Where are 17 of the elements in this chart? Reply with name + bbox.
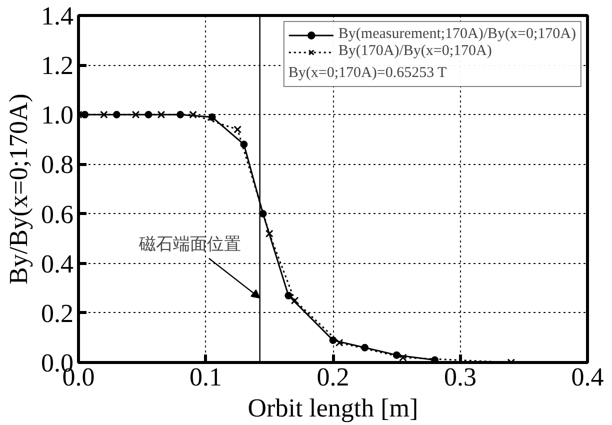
x-axis-title: Orbit length [m] xyxy=(248,394,418,422)
annotation: By(x=0;170A)=0.65253 T xyxy=(288,65,448,82)
legend-label: By(measurement;170A)/By(x=0;170A) xyxy=(338,26,576,43)
y-tick-label: 0.2 xyxy=(41,298,74,328)
y-tick-label: 0.6 xyxy=(41,200,74,229)
y-tick-label: 1.2 xyxy=(41,51,74,80)
y-axis-title: By/By(x=0;170A) xyxy=(4,94,33,284)
x-tick-label: 0.3 xyxy=(444,362,476,392)
x-tick-label: 0.1 xyxy=(190,362,222,392)
legend-label: By(170A)/By(x=0;170A) xyxy=(338,43,492,60)
y-tick-label: 1.0 xyxy=(41,100,74,130)
y-tick-label: 1.4 xyxy=(41,2,74,30)
x-tick-label: 0.2 xyxy=(316,362,350,392)
y-tick-label: 0.4 xyxy=(41,249,74,278)
annotation: 磁石端面位置 xyxy=(138,234,241,254)
x-tick-label: 0.4 xyxy=(571,362,604,392)
y-tick-label: 0.8 xyxy=(41,150,74,180)
